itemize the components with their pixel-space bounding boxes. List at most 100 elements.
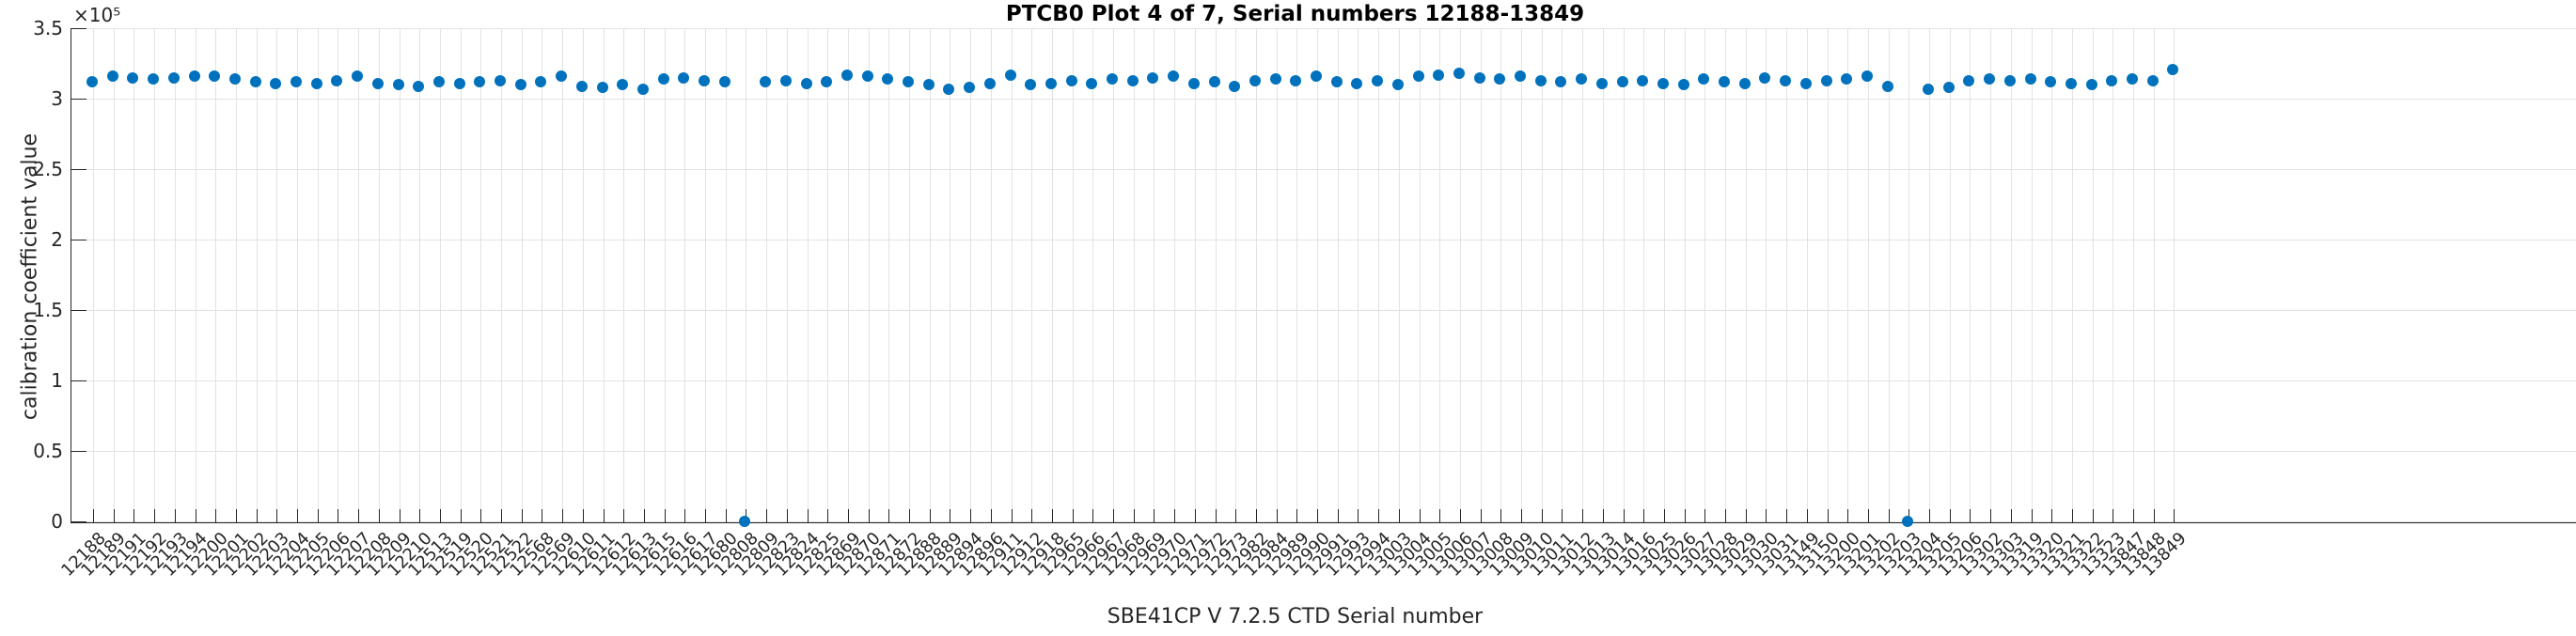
x-gridline — [297, 29, 298, 522]
x-tick-mark — [480, 509, 482, 522]
data-point — [1168, 70, 1180, 82]
y-axis-title: calibration coefficient value — [18, 132, 42, 421]
x-gridline — [664, 29, 666, 522]
x-tick-mark — [1500, 509, 1502, 522]
x-tick-mark — [378, 509, 380, 522]
x-tick-mark — [1521, 509, 1522, 522]
x-tick-mark — [827, 509, 829, 522]
y-tick-label: 3 — [51, 87, 63, 110]
x-gridline — [1317, 29, 1318, 522]
x-gridline — [1072, 29, 1074, 522]
data-point — [882, 73, 894, 85]
data-point — [760, 76, 772, 87]
x-tick-mark — [460, 509, 462, 522]
x-tick-mark — [807, 509, 809, 522]
data-point — [1698, 73, 1710, 85]
x-gridline — [786, 29, 788, 522]
x-tick-mark — [1541, 509, 1543, 522]
x-tick-mark — [2092, 509, 2094, 522]
data-point — [1391, 79, 1404, 90]
y-tick-mark — [71, 310, 86, 311]
plot-area — [71, 28, 2576, 523]
data-point — [291, 76, 302, 87]
data-point — [331, 74, 343, 86]
x-tick-mark — [582, 509, 584, 522]
x-gridline — [1215, 29, 1217, 522]
data-point — [1494, 73, 1506, 85]
data-point — [535, 76, 547, 87]
x-tick-mark — [664, 509, 666, 522]
y-tick-mark — [71, 169, 86, 170]
x-tick-mark — [990, 509, 992, 522]
y-gridline — [71, 99, 2576, 100]
data-point — [1942, 82, 1955, 93]
data-point — [352, 70, 364, 82]
x-gridline — [929, 29, 931, 522]
x-gridline — [623, 29, 625, 522]
x-gridline — [1725, 29, 1726, 522]
x-gridline — [888, 29, 890, 522]
x-tick-mark — [623, 509, 625, 522]
data-point — [188, 70, 200, 82]
x-gridline — [1296, 29, 1298, 522]
data-point — [86, 76, 98, 87]
data-point — [1820, 74, 1832, 86]
data-point — [840, 69, 853, 81]
data-point — [514, 79, 526, 90]
data-point — [270, 77, 282, 89]
x-gridline — [174, 29, 176, 522]
x-gridline — [1745, 29, 1747, 522]
x-tick-mark — [1378, 509, 1380, 522]
x-tick-mark — [1582, 509, 1584, 522]
x-gridline — [2092, 29, 2094, 522]
data-point — [413, 80, 425, 92]
x-gridline — [1704, 29, 1706, 522]
y-tick-label: 1.5 — [33, 299, 63, 321]
x-gridline — [1867, 29, 1869, 522]
data-point — [2127, 73, 2138, 85]
x-gridline — [766, 29, 768, 522]
data-point — [1923, 83, 1934, 95]
x-gridline — [725, 29, 727, 522]
x-gridline — [1031, 29, 1033, 522]
data-point — [1515, 70, 1526, 82]
x-tick-mark — [1623, 509, 1625, 522]
x-gridline — [582, 29, 584, 522]
x-gridline — [1643, 29, 1645, 522]
x-gridline — [1378, 29, 1380, 522]
data-point — [1330, 76, 1343, 87]
y-tick-label: 2.5 — [33, 158, 63, 180]
x-tick-mark — [1786, 509, 1788, 522]
x-gridline — [1970, 29, 1971, 522]
data-point — [1086, 77, 1098, 89]
x-tick-mark — [929, 509, 931, 522]
x-tick-mark — [2133, 509, 2134, 522]
x-tick-mark — [1990, 509, 1992, 522]
x-gridline — [215, 29, 217, 522]
x-tick-mark — [399, 509, 401, 522]
x-gridline — [1051, 29, 1053, 522]
x-tick-mark — [725, 509, 727, 522]
x-gridline — [1439, 29, 1441, 522]
x-gridline — [480, 29, 482, 522]
data-point — [2045, 76, 2057, 87]
data-point — [983, 77, 996, 89]
data-point — [2065, 77, 2077, 89]
x-gridline — [439, 29, 441, 522]
x-gridline — [684, 29, 686, 522]
x-tick-mark — [154, 509, 156, 522]
x-gridline — [1480, 29, 1482, 522]
x-tick-mark — [1970, 509, 1971, 522]
data-point — [903, 76, 914, 87]
data-point — [1372, 74, 1384, 86]
x-tick-mark — [1133, 509, 1135, 522]
data-point — [209, 70, 221, 82]
x-gridline — [1684, 29, 1686, 522]
x-tick-mark — [1949, 509, 1951, 522]
data-point — [1045, 77, 1057, 89]
y-tick-mark — [71, 521, 86, 522]
x-gridline — [909, 29, 910, 522]
x-tick-mark — [1439, 509, 1441, 522]
data-point — [861, 70, 873, 82]
x-tick-mark — [847, 509, 849, 522]
